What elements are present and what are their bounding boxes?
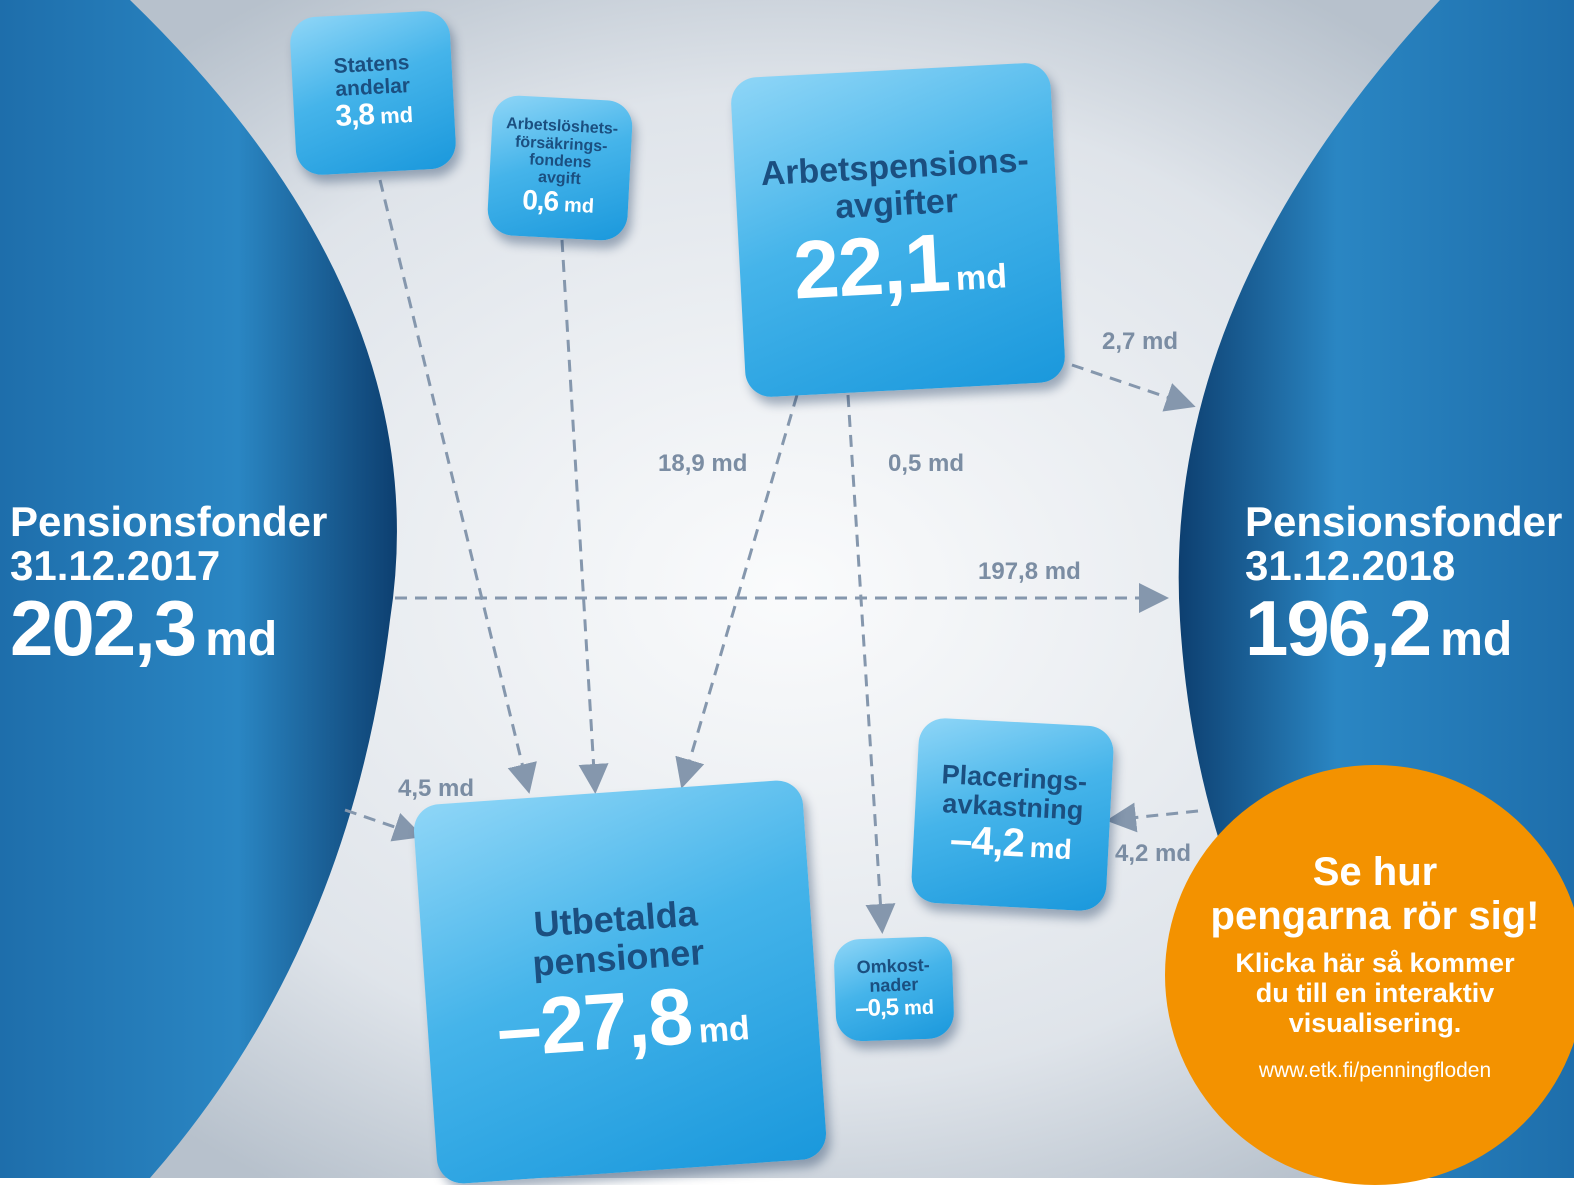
callout-text: Klicka här så kommer du till en interakt… [1165, 948, 1574, 1039]
fund-unit: md [205, 613, 278, 667]
fund-unit: md [1440, 613, 1513, 667]
node-value-row: 22,1 md [791, 217, 1008, 317]
fund-date: 31.12.2018 [1245, 542, 1456, 590]
callout-title: Se hur [1312, 850, 1438, 894]
fund-date: 31.12.2017 [10, 542, 221, 590]
node-value: 3,8 [334, 98, 375, 134]
fund-value: 196,2 [1245, 584, 1432, 673]
node-box: Placerings-avkastning –4,2 md [910, 717, 1115, 912]
node-box: Utbetalda pensioner –27,8md [412, 778, 828, 1185]
arrow [560, 239, 609, 794]
node-unit: md [697, 1008, 751, 1051]
flow-label: 18,9 md [658, 450, 748, 477]
node-box: Omkost-nader –0,5 md [833, 935, 955, 1043]
node-unit: md [903, 997, 935, 1021]
fund-end: Pensionsfonder 31.12.2018 196,2 md [1245, 498, 1563, 673]
node-value: 0,6 [521, 184, 560, 218]
arrow [846, 394, 896, 934]
arrow [675, 394, 799, 789]
node-value: –0,5 [854, 994, 899, 1023]
node-box: Arbetslöshets-försäkrings-fondens avgift 0… [486, 94, 634, 242]
node-unit: md [954, 257, 1008, 299]
callout-line: du till en interaktiv [1255, 978, 1495, 1009]
node-value-row: 3,8 md [334, 97, 414, 134]
flow-label: 0,5 md [888, 450, 965, 477]
callout-url[interactable]: www.etk.fi/penningfloden [1258, 1058, 1492, 1082]
callout-line: Klicka här så kommer [1235, 948, 1515, 978]
node-unit: md [563, 194, 595, 219]
flow-label: 4,2 md [1115, 840, 1192, 867]
interactive-link[interactable]: Se hur pengarna rör sig! Klicka här så k… [1165, 765, 1574, 1185]
arrow [1106, 802, 1199, 833]
arrow [1071, 363, 1196, 412]
flow-label: 2,7 md [1102, 328, 1179, 355]
fund-label: Pensionsfonder [1245, 498, 1563, 545]
flow-label: 4,5 md [398, 775, 475, 802]
node-value: 22,1 [791, 217, 952, 317]
node-value-row: –4,2 md [948, 817, 1073, 869]
fund-label: Pensionsfonder [10, 498, 328, 545]
node-unit: md [379, 102, 414, 130]
node-label: Omkost- [856, 954, 931, 977]
node-value-row: –0,5 md [854, 994, 935, 1023]
node-box: Statens andelar 3,8 md [288, 9, 458, 177]
arrow [344, 808, 424, 842]
node-value: –27,8 [493, 970, 695, 1074]
node-value-row: 0,6 md [521, 184, 595, 219]
flow-arrows [344, 179, 1199, 934]
callout-line: visualisering. [1288, 1008, 1462, 1039]
arrow [378, 179, 537, 794]
node-value-row: –27,8md [494, 969, 752, 1073]
left-fund-shape [0, 0, 397, 1178]
callout-title: pengarna rör sig! [1210, 894, 1540, 938]
node-unit: md [1028, 832, 1073, 866]
flow-label: 197,8 md [978, 558, 1081, 585]
fund-value: 202,3 [10, 584, 197, 673]
fund-start: Pensionsfonder 31.12.2017 202,3 md [10, 498, 328, 673]
node-value: –4,2 [948, 817, 1026, 866]
node-label: nader [869, 974, 919, 996]
node-box: Arbetspensions-avgifter 22,1 md [729, 61, 1067, 399]
